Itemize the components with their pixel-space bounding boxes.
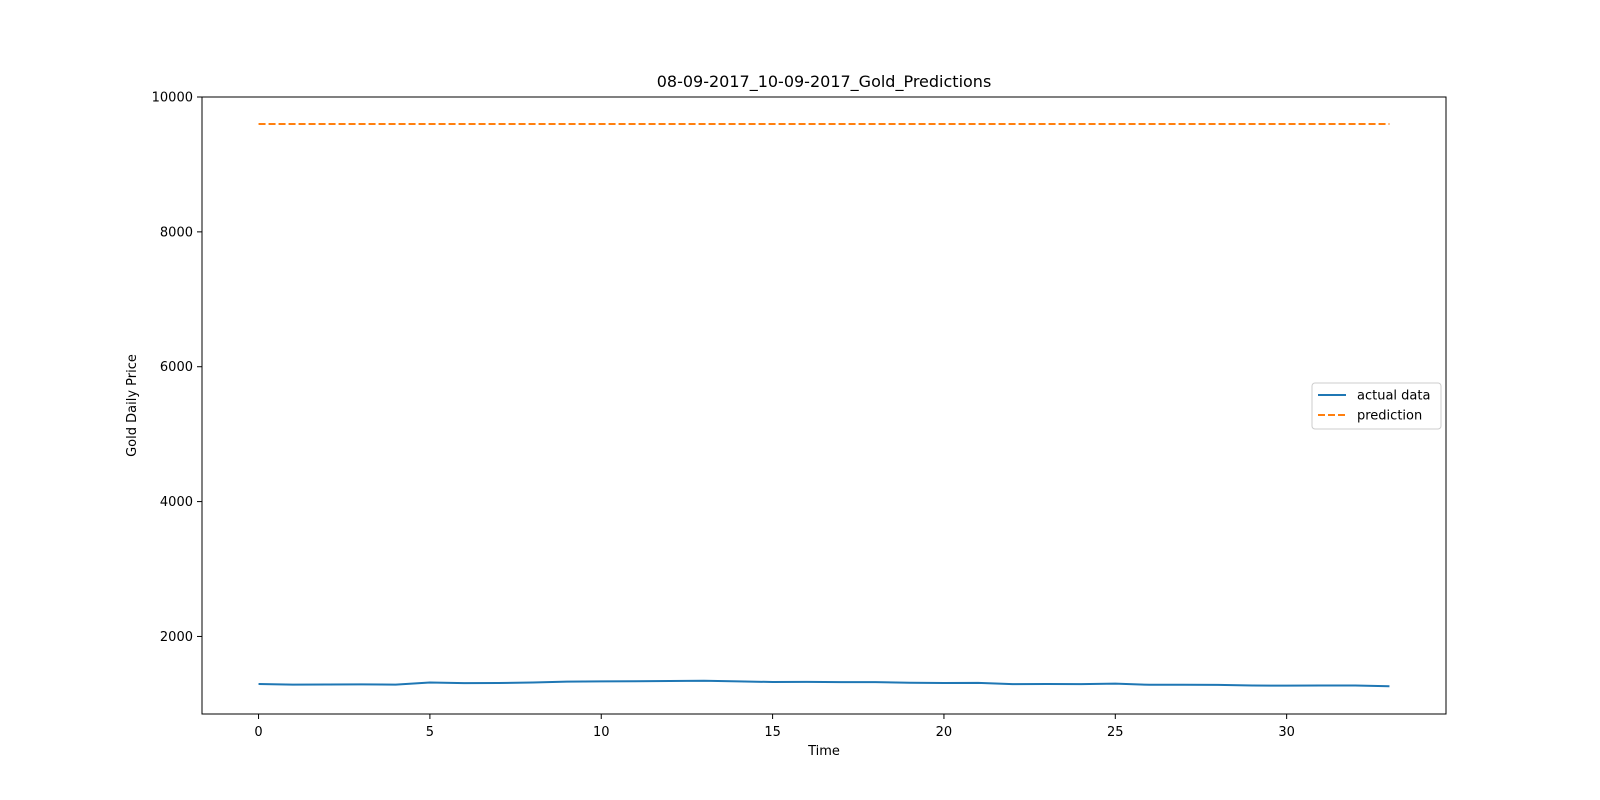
data-point-prediction bbox=[1354, 123, 1356, 125]
x-tick-label: 5 bbox=[426, 725, 434, 740]
data-point-actual-data bbox=[874, 681, 876, 683]
y-tick-label: 10000 bbox=[152, 91, 193, 106]
data-point-prediction bbox=[1285, 123, 1287, 125]
x-tick-label: 30 bbox=[1278, 725, 1295, 740]
legend-label-prediction: prediction bbox=[1357, 409, 1422, 424]
data-point-prediction bbox=[669, 123, 671, 125]
chart-title: 08-09-2017_10-09-2017_Gold_Predictions bbox=[657, 72, 992, 92]
data-point-actual-data bbox=[771, 681, 773, 683]
data-point-actual-data bbox=[977, 682, 979, 684]
data-point-actual-data bbox=[1046, 683, 1048, 685]
data-point-prediction bbox=[394, 123, 396, 125]
data-point-prediction bbox=[874, 123, 876, 125]
data-point-actual-data bbox=[463, 682, 465, 684]
data-point-prediction bbox=[771, 123, 773, 125]
data-point-prediction bbox=[840, 123, 842, 125]
data-point-actual-data bbox=[532, 681, 534, 683]
data-point-actual-data bbox=[703, 680, 705, 682]
y-tick-label: 8000 bbox=[160, 225, 193, 240]
data-point-actual-data bbox=[1114, 682, 1116, 684]
y-tick-label: 6000 bbox=[160, 360, 193, 375]
data-point-prediction bbox=[1080, 123, 1082, 125]
data-point-actual-data bbox=[497, 682, 499, 684]
data-point-actual-data bbox=[908, 682, 910, 684]
data-point-prediction bbox=[292, 123, 294, 125]
data-point-prediction bbox=[1011, 123, 1013, 125]
data-point-actual-data bbox=[326, 683, 328, 685]
data-point-actual-data bbox=[840, 681, 842, 683]
data-point-prediction bbox=[1217, 123, 1219, 125]
x-tick-label: 20 bbox=[936, 725, 953, 740]
data-point-prediction bbox=[566, 123, 568, 125]
data-point-actual-data bbox=[1148, 684, 1150, 686]
legend-label-actual-data: actual data bbox=[1357, 389, 1430, 404]
data-point-prediction bbox=[429, 123, 431, 125]
data-point-actual-data bbox=[1251, 684, 1253, 686]
data-point-prediction bbox=[943, 123, 945, 125]
data-point-actual-data bbox=[429, 681, 431, 683]
data-point-actual-data bbox=[1388, 685, 1390, 687]
data-point-prediction bbox=[1148, 123, 1150, 125]
data-point-actual-data bbox=[566, 680, 568, 682]
data-point-prediction bbox=[1183, 123, 1185, 125]
data-point-prediction bbox=[360, 123, 362, 125]
x-axis-label: Time bbox=[807, 744, 840, 759]
x-tick-label: 0 bbox=[254, 725, 262, 740]
y-axis-ticks: 2000 4000 6000 8000 10000 bbox=[152, 91, 202, 645]
data-point-prediction bbox=[463, 123, 465, 125]
data-point-actual-data bbox=[806, 681, 808, 683]
data-point-prediction bbox=[977, 123, 979, 125]
data-point-actual-data bbox=[669, 680, 671, 682]
data-point-prediction bbox=[600, 123, 602, 125]
data-point-actual-data bbox=[1285, 684, 1287, 686]
series-layer bbox=[257, 122, 1390, 688]
data-point-actual-data bbox=[1354, 684, 1356, 686]
data-point-prediction bbox=[326, 123, 328, 125]
data-point-actual-data bbox=[634, 680, 636, 682]
data-point-prediction bbox=[737, 123, 739, 125]
data-point-actual-data bbox=[1183, 684, 1185, 686]
x-axis-ticks: 0 5 10 15 20 25 30 bbox=[254, 714, 1295, 740]
y-tick-label: 4000 bbox=[160, 495, 193, 510]
data-point-actual-data bbox=[292, 683, 294, 685]
data-point-prediction bbox=[634, 123, 636, 125]
data-point-prediction bbox=[497, 123, 499, 125]
data-point-prediction bbox=[703, 123, 705, 125]
data-point-prediction bbox=[532, 123, 534, 125]
data-point-prediction bbox=[257, 123, 259, 125]
data-point-actual-data bbox=[737, 680, 739, 682]
data-point-actual-data bbox=[257, 683, 259, 685]
data-point-actual-data bbox=[1217, 684, 1219, 686]
data-point-actual-data bbox=[360, 683, 362, 685]
x-tick-label: 25 bbox=[1107, 725, 1124, 740]
data-point-prediction bbox=[1388, 123, 1390, 125]
data-point-actual-data bbox=[1320, 684, 1322, 686]
data-point-actual-data bbox=[943, 682, 945, 684]
data-point-prediction bbox=[1251, 123, 1253, 125]
x-tick-label: 15 bbox=[764, 725, 781, 740]
plot-frame bbox=[201, 96, 1447, 715]
legend: actual data prediction bbox=[1311, 382, 1442, 430]
x-tick-label: 10 bbox=[593, 725, 610, 740]
data-point-prediction bbox=[1320, 123, 1322, 125]
data-point-prediction bbox=[1046, 123, 1048, 125]
data-point-actual-data bbox=[600, 680, 602, 682]
data-point-prediction bbox=[1114, 123, 1116, 125]
series-line-actual-data bbox=[258, 679, 1390, 688]
data-point-actual-data bbox=[1080, 683, 1082, 685]
data-point-prediction bbox=[908, 123, 910, 125]
y-tick-label: 2000 bbox=[160, 630, 193, 645]
y-axis-label: Gold Daily Price bbox=[125, 354, 140, 457]
data-point-prediction bbox=[806, 123, 808, 125]
data-point-actual-data bbox=[394, 683, 396, 685]
data-point-actual-data bbox=[1011, 683, 1013, 685]
